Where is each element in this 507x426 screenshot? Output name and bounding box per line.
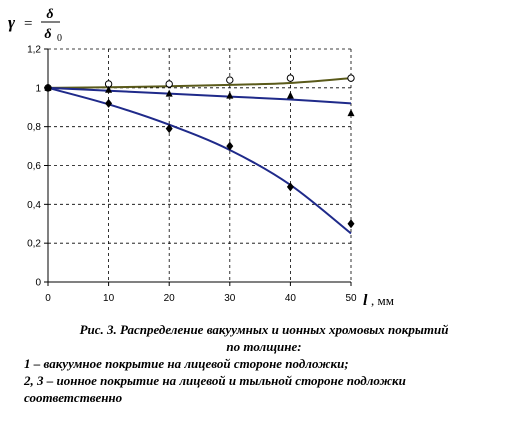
data-markers <box>44 74 355 229</box>
y-tick-label: 1 <box>35 83 41 94</box>
data-point-series-2 <box>105 85 113 93</box>
x-tick-label: 0 <box>45 293 51 304</box>
data-point-series-3 <box>105 98 113 108</box>
data-point-series-2 <box>347 109 355 117</box>
data-point-series-3 <box>286 182 294 192</box>
x-tick-label: 40 <box>285 293 297 304</box>
y-label-symbol: γ <box>8 13 16 32</box>
data-point-series-3 <box>347 219 355 229</box>
data-point-series-1 <box>347 74 355 82</box>
fit-curve-series-1 <box>47 77 352 89</box>
caption-item-2: 2, 3 – ионное покрытие на лицевой и тыль… <box>24 373 406 388</box>
x-tick-labels: 0 10 20 30 40 50 <box>45 293 357 304</box>
fit-curves <box>47 77 352 235</box>
caption-title: Рис. 3. Распределение вакуумных и ионных… <box>79 322 449 337</box>
data-point-series-1 <box>226 76 234 84</box>
x-label-var: l <box>363 292 368 309</box>
y-axis-label: γ = δ δ 0 <box>8 7 62 44</box>
x-tick-label: 50 <box>345 293 357 304</box>
axes <box>44 48 352 286</box>
caption-item-1: 1 – вакуумное покрытие на лицевой сторон… <box>24 356 349 371</box>
y-tick-label: 0,4 <box>27 200 41 211</box>
fit-curve-series-3 <box>47 86 352 235</box>
x-tick-label: 30 <box>224 293 236 304</box>
caption-title-cont: по толщине: <box>226 339 302 354</box>
data-point-series-1 <box>165 80 173 88</box>
y-tick-labels: 0 0,2 0,4 0,6 0,8 1 1,2 <box>27 45 41 289</box>
fit-curve-series-2 <box>47 86 352 105</box>
y-label-eq: = <box>24 16 32 32</box>
data-point-series-2 <box>286 91 294 99</box>
x-label-unit: , мм <box>371 293 394 308</box>
chart: 0 0,2 0,4 0,6 0,8 1 1,2 0 10 20 30 40 50 γ = δ δ 0 … <box>8 7 394 309</box>
data-point-series-3 <box>226 141 234 151</box>
y-label-numerator: δ <box>46 7 53 22</box>
y-tick-label: 0,2 <box>27 239 41 250</box>
y-tick-label: 1,2 <box>27 45 41 56</box>
y-tick-label: 0 <box>35 278 41 289</box>
x-tick-label: 20 <box>164 293 176 304</box>
grid <box>48 48 352 282</box>
figure-caption: Рис. 3. Распределение вакуумных и ионных… <box>24 321 504 406</box>
data-point-series-3 <box>44 83 52 93</box>
x-tick-label: 10 <box>103 293 115 304</box>
data-point-series-2 <box>165 89 173 97</box>
y-label-denominator: δ <box>44 27 51 42</box>
data-point-series-1 <box>286 74 295 82</box>
x-axis-label: l , мм <box>363 292 394 309</box>
data-point-series-2 <box>226 91 234 99</box>
caption-item-2-cont: соответственно <box>24 390 123 405</box>
y-tick-label: 0,6 <box>27 161 41 172</box>
data-point-series-3 <box>165 124 173 134</box>
y-label-denominator-sub: 0 <box>57 33 62 44</box>
y-tick-label: 0,8 <box>27 122 41 133</box>
